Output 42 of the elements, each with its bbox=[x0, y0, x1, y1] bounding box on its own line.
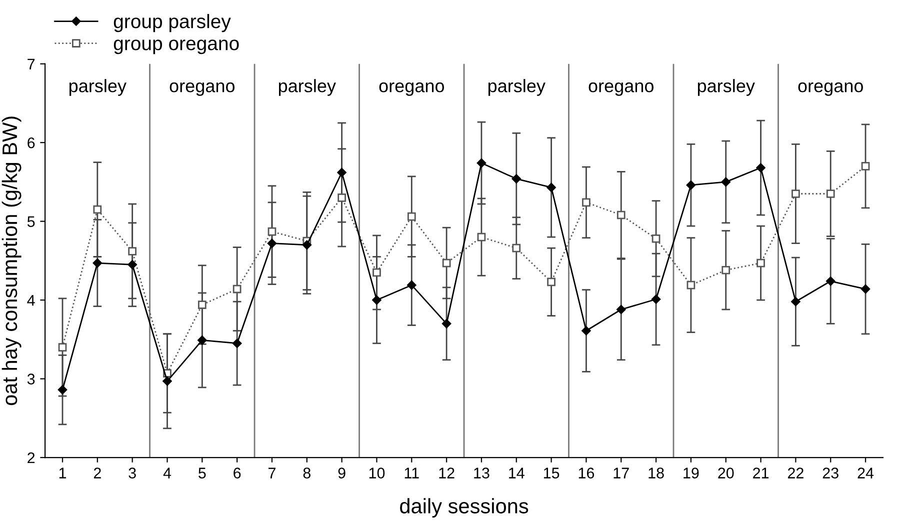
x-tick-label: 23 bbox=[822, 468, 838, 478]
x-tick-label: 6 bbox=[234, 468, 241, 478]
x-tick-label: 2 bbox=[94, 468, 101, 478]
annotation: parsley bbox=[488, 79, 546, 96]
legend-label: group parsley bbox=[114, 14, 231, 32]
y-tick-label: 3 bbox=[27, 374, 35, 384]
x-axis-title: daily sessions bbox=[400, 498, 528, 518]
x-tick-label: 21 bbox=[753, 468, 769, 478]
x-tick-label: 5 bbox=[198, 468, 206, 478]
x-tick-label: 14 bbox=[509, 468, 524, 478]
y-axis-title: oat hay consumption (g/kg BW) bbox=[2, 116, 22, 406]
x-tick-label: 24 bbox=[858, 468, 874, 478]
annotation: oregano bbox=[798, 82, 863, 96]
x-tick-label: 12 bbox=[439, 468, 454, 478]
x-tick-label: 8 bbox=[303, 468, 310, 478]
x-tick-label: 19 bbox=[684, 468, 699, 478]
x-tick-label: 22 bbox=[788, 468, 804, 478]
x-tick-label: 15 bbox=[544, 468, 560, 478]
annotation: oregano bbox=[588, 82, 654, 96]
x-tick-label: 20 bbox=[718, 468, 734, 478]
y-tick-label: 5 bbox=[27, 216, 35, 227]
y-tick-label: 6 bbox=[28, 137, 35, 148]
x-tick-label: 17 bbox=[614, 468, 629, 478]
x-tick-label: 10 bbox=[369, 468, 385, 478]
x-tick-label: 13 bbox=[474, 468, 490, 478]
x-tick-label: 3 bbox=[128, 468, 136, 478]
y-tick-label: 4 bbox=[27, 295, 35, 306]
annotation: parsley bbox=[278, 79, 336, 96]
y-tick-label: 2 bbox=[28, 452, 35, 464]
y-tick-label: 7 bbox=[28, 58, 35, 70]
x-tick-label: 1 bbox=[59, 468, 66, 478]
legend-label: group oregano bbox=[114, 40, 239, 54]
x-tick-label: 7 bbox=[268, 468, 276, 478]
x-tick-label: 16 bbox=[578, 468, 594, 478]
x-tick-label: 11 bbox=[404, 468, 419, 478]
annotation: oregano bbox=[379, 82, 444, 96]
annotation: parsley bbox=[69, 79, 126, 96]
x-tick-label: 4 bbox=[163, 468, 172, 478]
annotation: parsley bbox=[698, 79, 755, 96]
x-tick-label: 9 bbox=[338, 468, 346, 478]
annotation: oregano bbox=[170, 82, 235, 96]
x-tick-label: 18 bbox=[648, 468, 664, 478]
